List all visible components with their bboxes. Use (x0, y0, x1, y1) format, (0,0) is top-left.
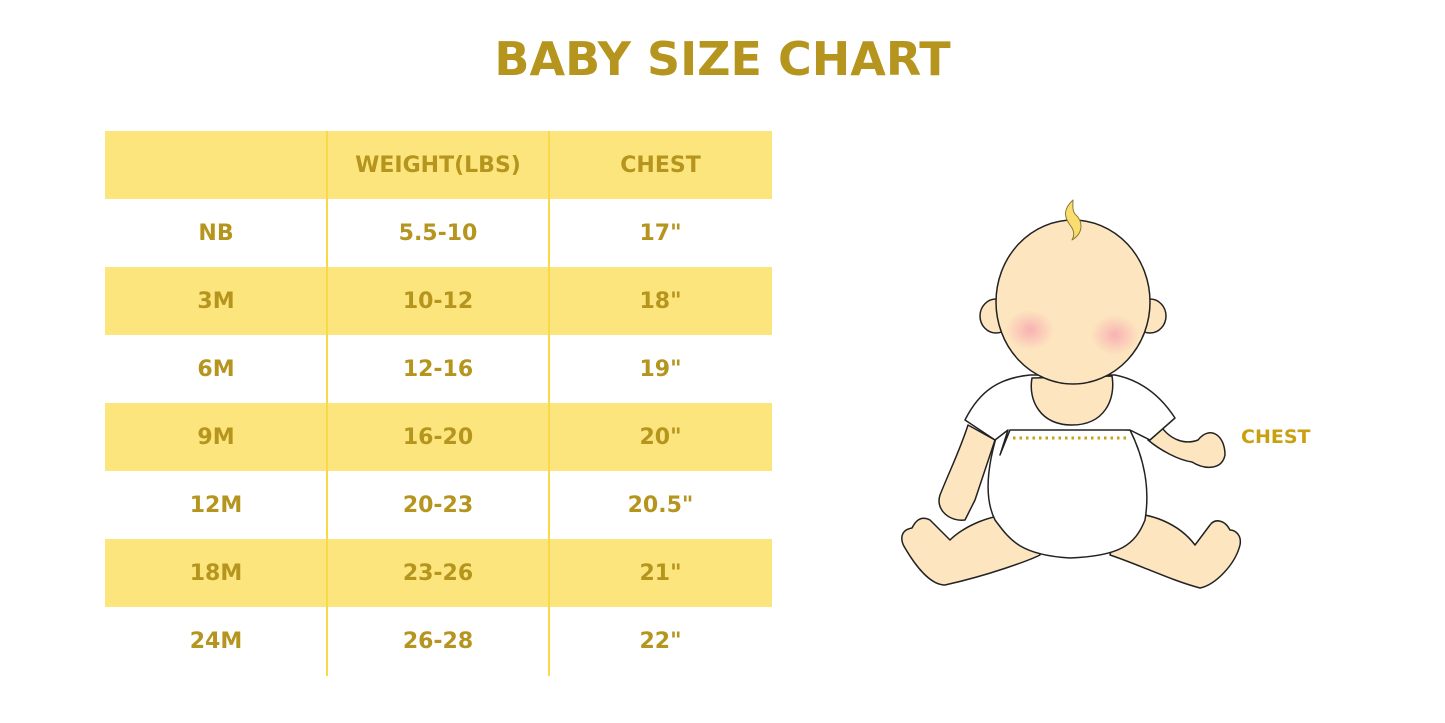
table-row: NB 5.5-10 17" (105, 199, 772, 267)
chest-cell: 17" (639, 220, 682, 246)
table-row: 9M 16-20 20" (105, 403, 772, 471)
chest-cell: 22" (639, 628, 682, 654)
size-cell: 6M (197, 356, 235, 382)
weight-cell: 23-26 (402, 560, 474, 586)
size-cell: 3M (197, 288, 235, 314)
size-cell: 18M (189, 560, 243, 586)
chest-cell: 19" (639, 356, 682, 382)
table-row: 18M 23-26 21" (105, 539, 772, 607)
chest-label: CHEST (1241, 426, 1311, 448)
weight-cell: 5.5-10 (398, 220, 478, 246)
weight-cell: 16-20 (402, 424, 474, 450)
weight-cell: 20-23 (402, 492, 474, 518)
page-title: BABY SIZE CHART (494, 32, 951, 86)
header-cell: CHEST (620, 152, 701, 178)
size-table: WEIGHT(LBS) CHEST NB 5.5-10 17" 3M 10-12… (105, 131, 772, 675)
size-cell: 24M (189, 628, 243, 654)
weight-cell: 10-12 (402, 288, 474, 314)
chest-cell: 21" (639, 560, 682, 586)
table-row: 6M 12-16 19" (105, 335, 772, 403)
column-divider (326, 131, 328, 676)
chest-cell: 20.5" (627, 492, 694, 518)
table-row: 3M 10-12 18" (105, 267, 772, 335)
weight-cell: 26-28 (402, 628, 474, 654)
size-cell: NB (198, 220, 234, 246)
header-cell: WEIGHT(LBS) (355, 152, 521, 178)
weight-cell: 12-16 (402, 356, 474, 382)
chest-cell: 20" (639, 424, 682, 450)
size-cell: 12M (189, 492, 243, 518)
table-row: 12M 20-23 20.5" (105, 471, 772, 539)
table-header-row: WEIGHT(LBS) CHEST (105, 131, 772, 199)
size-cell: 9M (197, 424, 235, 450)
chest-cell: 18" (639, 288, 682, 314)
column-divider (548, 131, 550, 676)
table-row: 24M 26-28 22" (105, 607, 772, 675)
